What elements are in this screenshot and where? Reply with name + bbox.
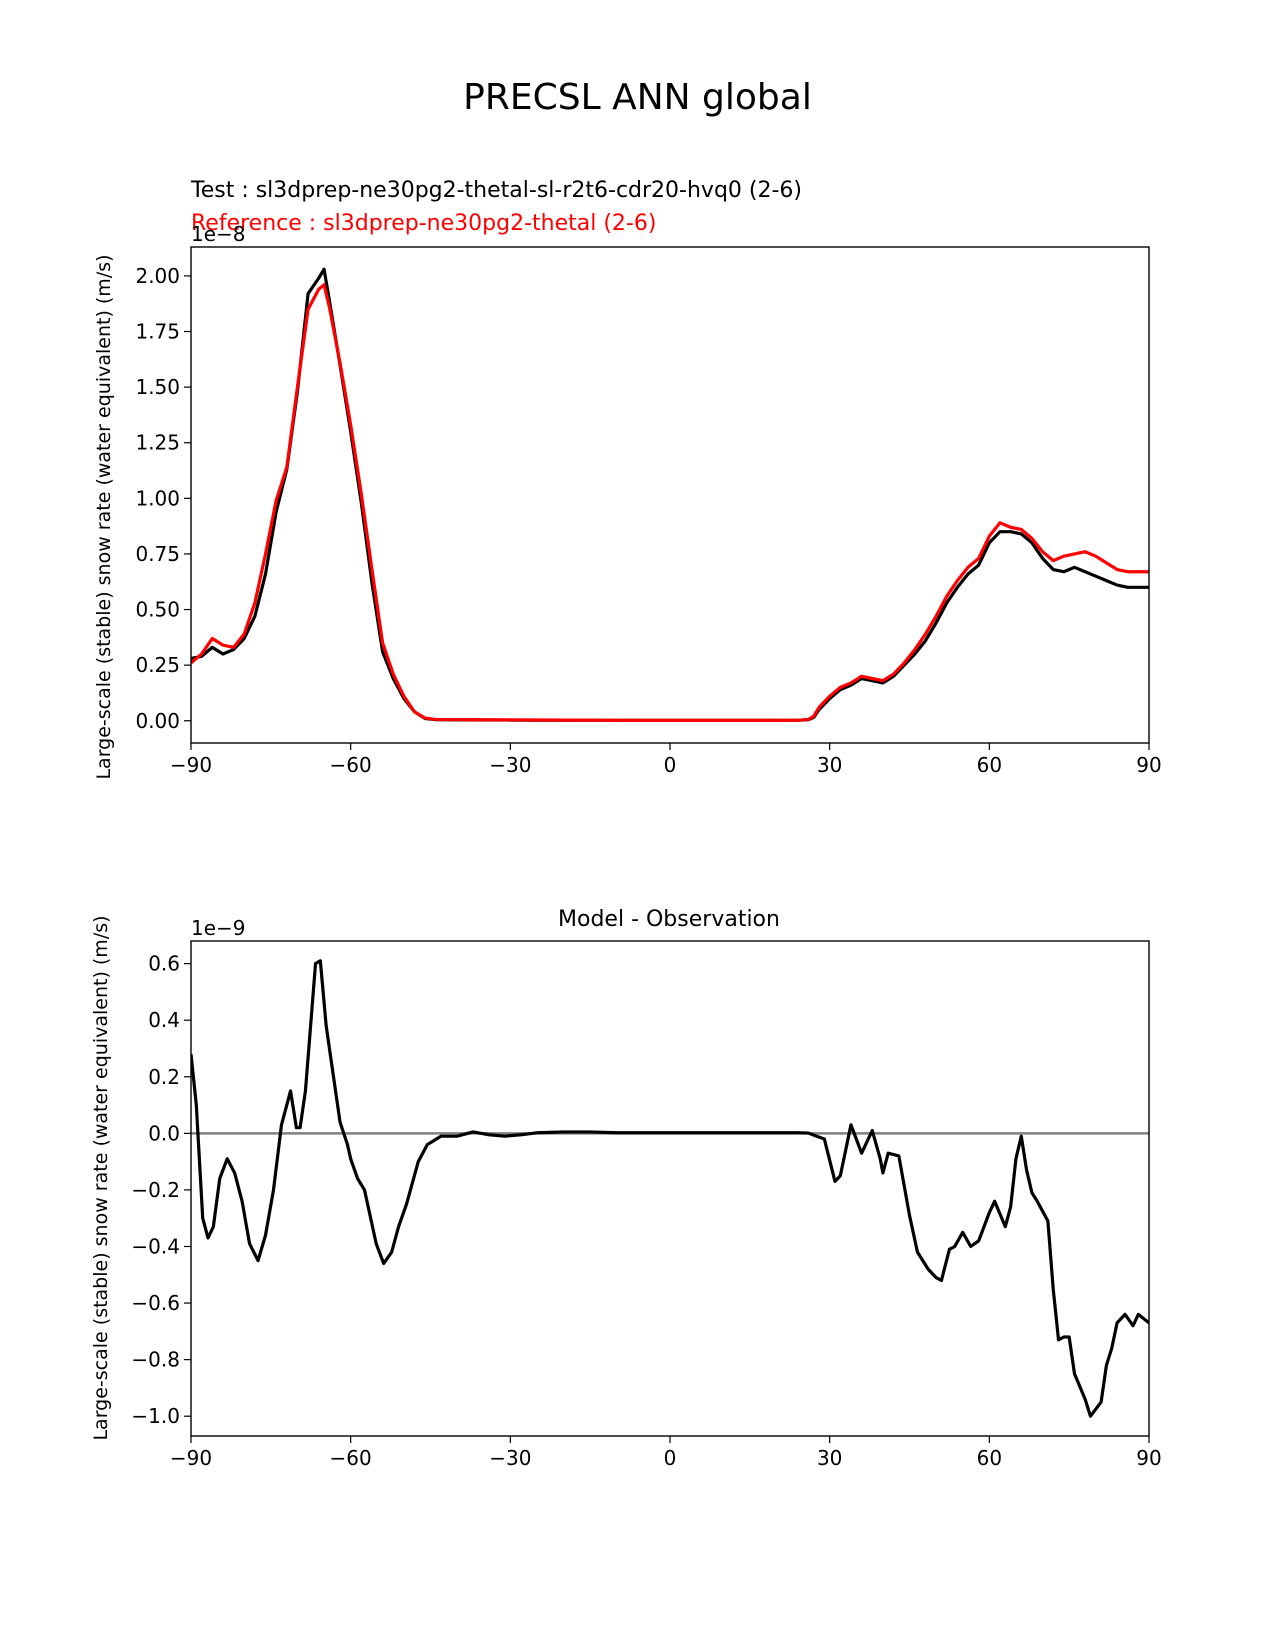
top-y-tick-label: 1.75 (135, 320, 180, 344)
top-y-tick-label: 0.50 (135, 598, 180, 622)
top-y-tick-label: 1.50 (135, 375, 180, 399)
bottom-axes-frame (190, 940, 1150, 1437)
bottom-offset-label: 1e−9 (191, 916, 246, 940)
bottom-x-tick-label: 0 (664, 1446, 677, 1470)
top-y-tick-label: 1.25 (135, 431, 180, 455)
top-x-tick-label: 90 (1136, 753, 1161, 777)
bottom-panel: Model - Observation 1e−9 Large-scale (st… (90, 907, 1162, 1470)
top-x-tick-label: 0 (664, 753, 677, 777)
bottom-y-tick-label: 0.4 (148, 1008, 180, 1032)
bottom-x-tick-label: −90 (170, 1446, 212, 1470)
bottom-x-tick-label: 60 (977, 1446, 1002, 1470)
reference-label: Reference : sl3dprep-ne30pg2-thetal (2-6… (191, 211, 656, 236)
test-label: Test : sl3dprep-ne30pg2-thetal-sl-r2t6-c… (190, 178, 802, 203)
top-x-tick-label: 60 (977, 753, 1002, 777)
top-y-tick-label: 0.25 (135, 653, 180, 677)
bottom-y-tick-label: −0.6 (131, 1291, 180, 1315)
top-x-tick-label: −60 (330, 753, 372, 777)
bottom-y-tick-label: −0.4 (131, 1234, 180, 1258)
top-x-tick-label: 30 (817, 753, 842, 777)
top-panel: Test : sl3dprep-ne30pg2-thetal-sl-r2t6-c… (93, 178, 1162, 780)
top-series-reference-line (191, 283, 1149, 722)
top-y-axis-label: Large-scale (stable) snow rate (water eq… (93, 254, 115, 779)
bottom-x-tick-label: −60 (330, 1446, 372, 1470)
top-x-tick-label: −30 (489, 753, 531, 777)
top-y-tick-label: 1.00 (135, 486, 180, 510)
top-y-tick-label: 0.75 (135, 542, 180, 566)
bottom-panel-title: Model - Observation (558, 907, 780, 932)
bottom-y-tick-label: −0.8 (131, 1348, 180, 1372)
top-axes-frame (190, 246, 1150, 744)
bottom-y-tick-label: 0.2 (148, 1065, 180, 1089)
figure-title: PRECSL ANN global (463, 77, 812, 118)
bottom-y-tick-label: −0.2 (131, 1178, 180, 1202)
top-x-tick-label: −90 (170, 753, 212, 777)
bottom-x-tick-label: −30 (489, 1446, 531, 1470)
top-offset-label: 1e−8 (191, 222, 246, 246)
bottom-y-tick-label: 0.6 (148, 952, 180, 976)
bottom-x-tick-label: 30 (817, 1446, 842, 1470)
bottom-y-tick-label: 0.0 (148, 1121, 180, 1145)
bottom-series-model-observation-line (191, 959, 1149, 1418)
bottom-y-tick-label: −1.0 (131, 1404, 180, 1428)
top-y-tick-label: 0.00 (135, 709, 180, 733)
bottom-y-axis-label: Large-scale (stable) snow rate (water eq… (90, 915, 112, 1440)
top-y-tick-label: 2.00 (135, 264, 180, 288)
bottom-x-tick-label: 90 (1136, 1446, 1161, 1470)
